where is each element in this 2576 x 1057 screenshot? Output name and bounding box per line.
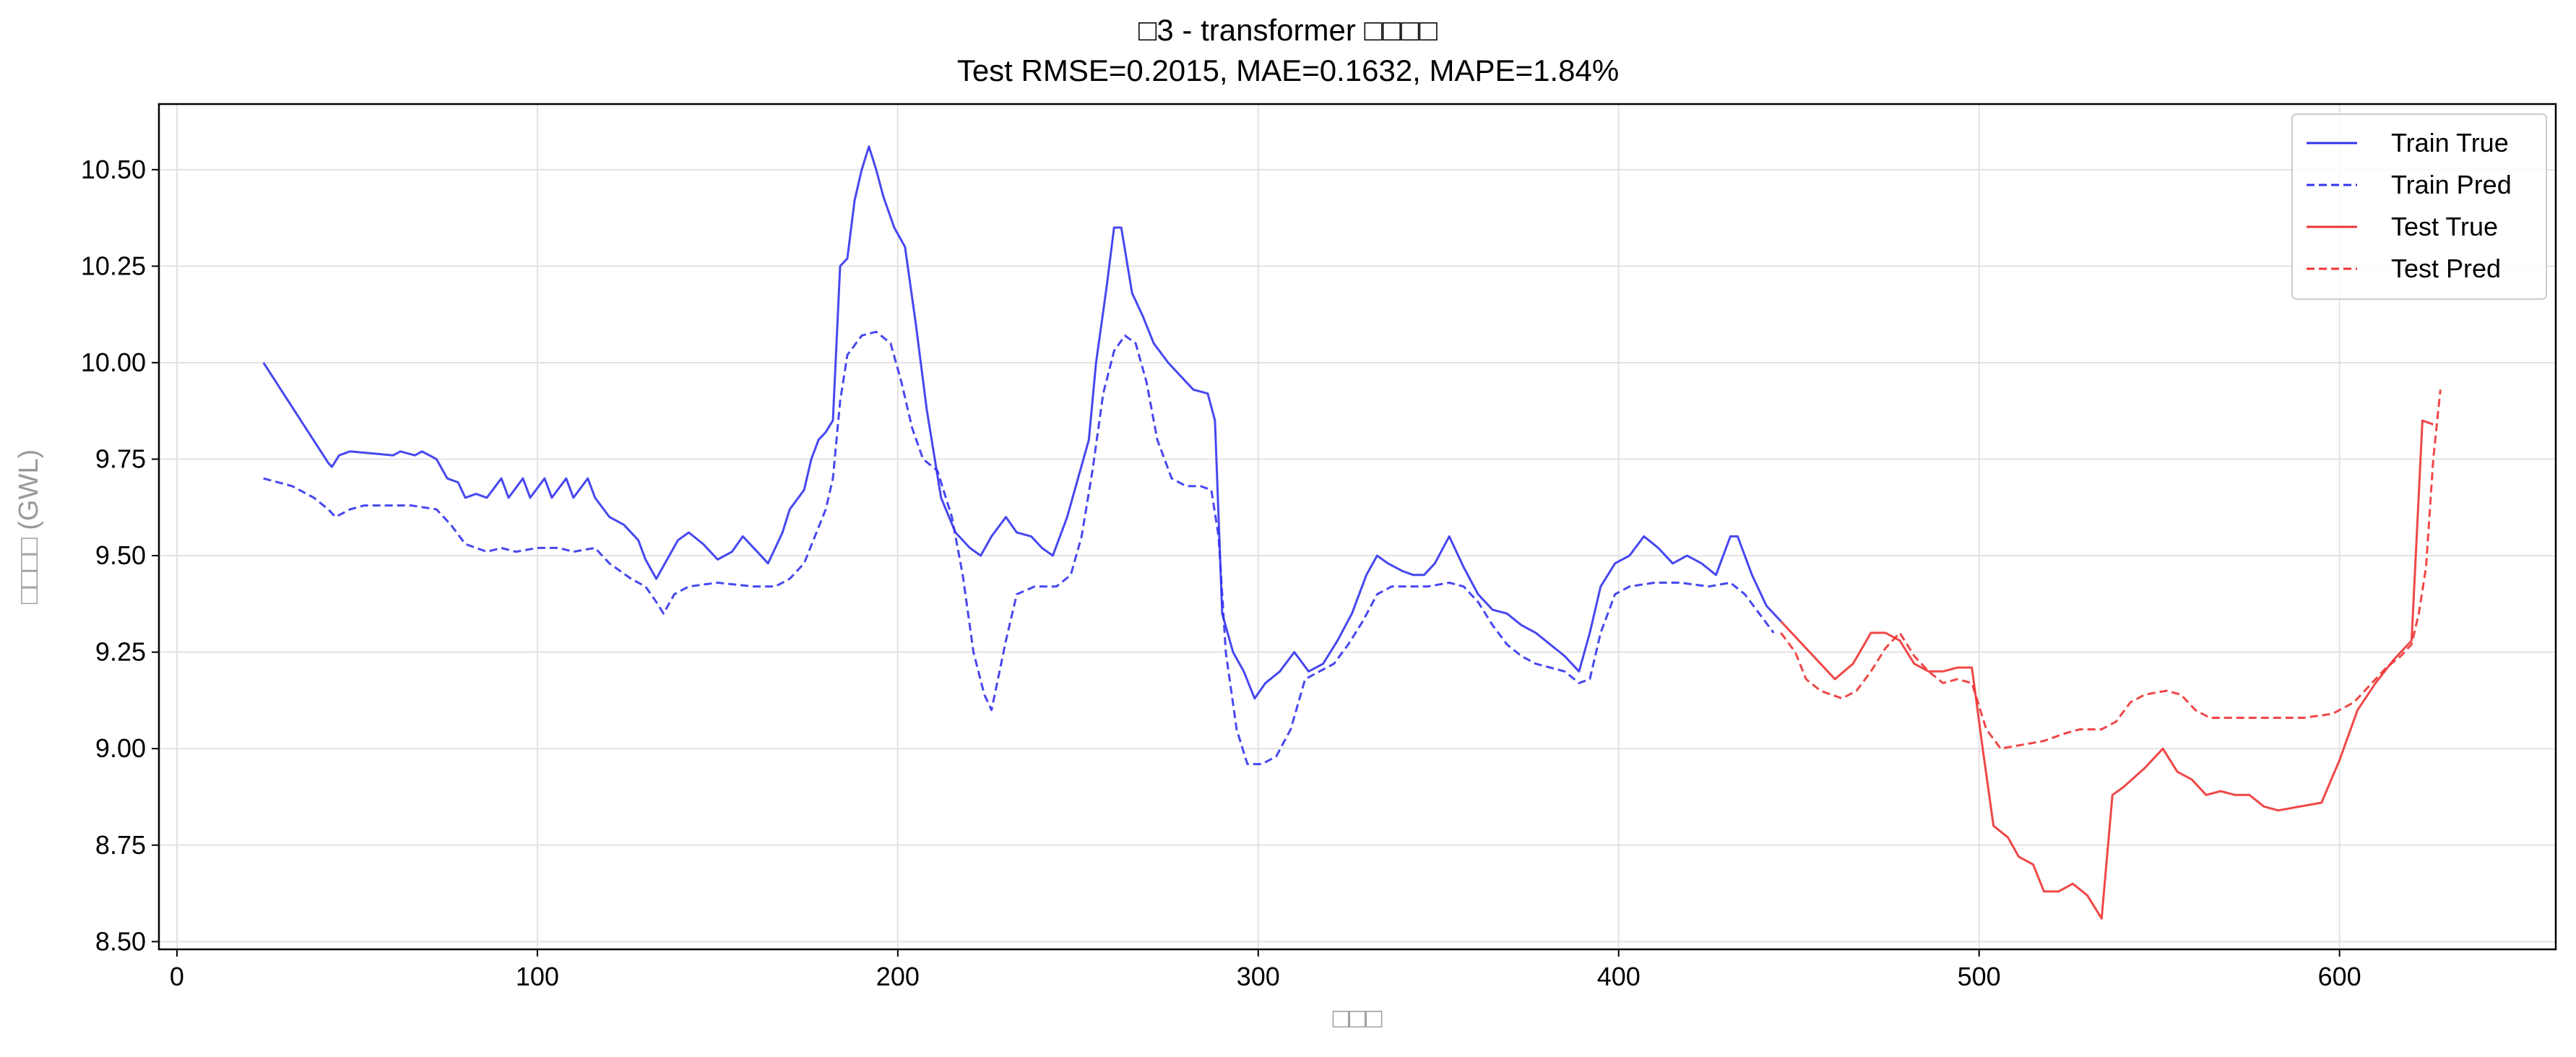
y-tick-label: 9.50 — [95, 540, 146, 570]
y-tick-label: 9.00 — [95, 733, 146, 763]
y-tick-label: 10.25 — [81, 251, 146, 280]
x-axis-label: □□□ — [1333, 1004, 1383, 1034]
x-tick-label: 600 — [2318, 962, 2361, 991]
plot-area — [157, 103, 2557, 951]
legend-label: Train True — [2391, 128, 2509, 158]
x-tick-label: 0 — [170, 962, 184, 991]
y-tick-label: 9.75 — [95, 444, 146, 474]
axis-ticks: 0 100 200 300 400 500 600 8.50 8.75 9.00 9.25 9.50 9… — [81, 155, 2361, 991]
series-line-train-true — [262, 145, 1782, 700]
y-axis-label: □□□□ (GWL) — [14, 449, 44, 604]
y-tick-label: 10.00 — [81, 348, 146, 377]
x-tick-label: 100 — [516, 962, 559, 991]
chart-title: □3 - transformer □□□□ — [1138, 13, 1438, 47]
y-tick-label: 8.75 — [95, 830, 146, 860]
legend-label: Test Pred — [2391, 254, 2501, 283]
chart-subtitle: Test RMSE=0.2015, MAE=0.1632, MAPE=1.84% — [956, 53, 1620, 87]
series-line-train-pred — [263, 330, 1775, 766]
legend-label: Test True — [2391, 212, 2498, 241]
series-line-test-true — [1780, 419, 2434, 920]
x-tick-label: 400 — [1597, 962, 1641, 991]
legend-label: Train Pred — [2391, 170, 2512, 199]
y-tick-label: 10.50 — [81, 155, 146, 184]
legend-box — [2291, 113, 2547, 300]
series-line-test-pred — [1780, 389, 2442, 750]
x-tick-label: 200 — [876, 962, 920, 991]
series-layer — [262, 145, 2442, 920]
x-tick-label: 500 — [1958, 962, 2001, 991]
x-tick-label: 300 — [1237, 962, 1280, 991]
y-tick-label: 9.25 — [95, 637, 146, 667]
grid — [159, 104, 2556, 949]
y-tick-label: 8.50 — [95, 926, 146, 956]
legend: Train True Train Pred Test True Test Pred — [2291, 113, 2547, 300]
